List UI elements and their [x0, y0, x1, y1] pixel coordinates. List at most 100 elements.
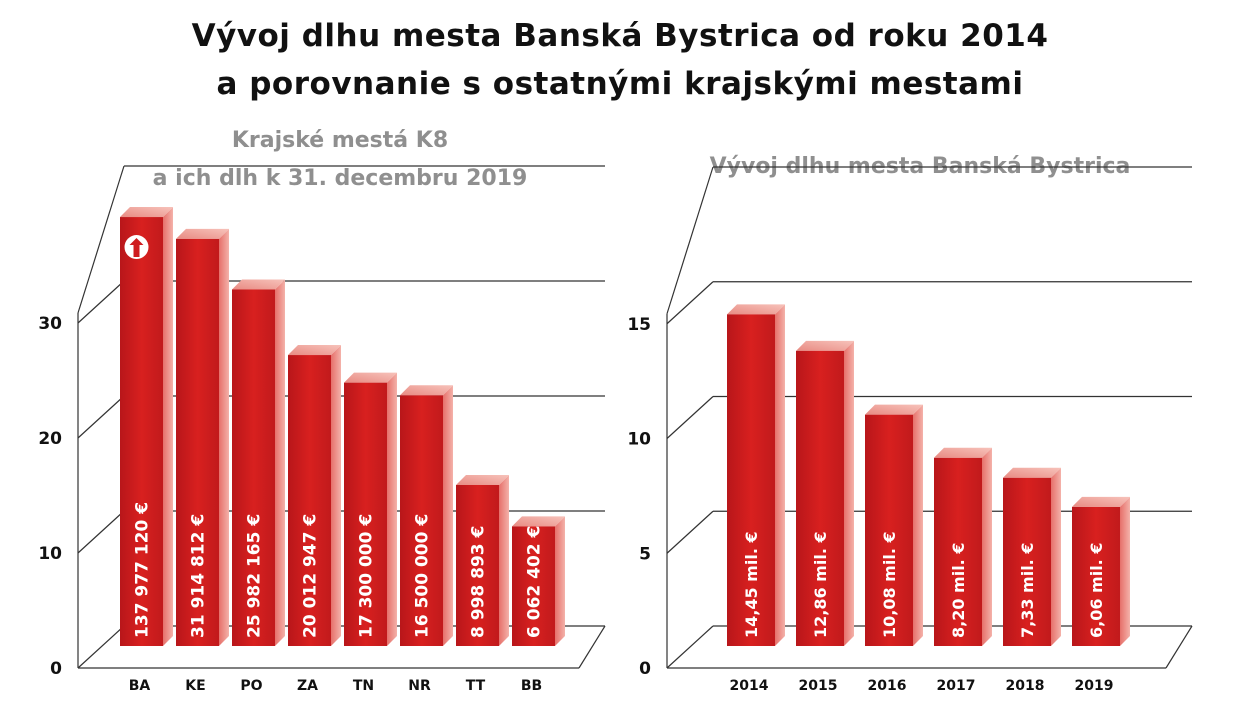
left-bar-top — [232, 279, 285, 290]
left-bar-front — [400, 395, 443, 646]
left-bar-value-label: 20 012 947 € — [301, 514, 321, 638]
right-bar-top — [796, 340, 854, 351]
left-floor-right-line — [578, 625, 606, 669]
right-bar-top — [727, 304, 785, 315]
left-gridline-top-diag — [77, 165, 125, 314]
left-bar-value-label: 25 982 165 € — [245, 514, 265, 638]
right-ytick-label: 15 — [627, 315, 651, 335]
right-bar-side — [1120, 496, 1130, 646]
right-bar-side — [1051, 467, 1061, 646]
right-bar-value-label: 12,86 mil. € — [811, 531, 830, 638]
up-arrow-circle-icon-arrow — [129, 238, 144, 258]
left-gridline-diag-3 — [77, 280, 125, 324]
left-bar-front — [456, 485, 499, 646]
left-category-label: NR — [408, 678, 431, 694]
right-bar-value-label: 6,06 mil. € — [1087, 543, 1106, 638]
left-bar-front — [232, 289, 275, 646]
right-bar-top — [1072, 496, 1130, 507]
right-ytick-label: 5 — [639, 544, 651, 564]
left-category-label: TN — [353, 678, 374, 694]
left-bar-side — [443, 385, 453, 646]
right-gridline-diag-1 — [666, 510, 714, 554]
left-chart: 0 10 20 30 137 977 120 € BA 31 914 812 € KE 25 9… — [38, 165, 606, 694]
right-ytick-label: 0 — [639, 659, 651, 679]
right-bar: 14,45 mil. € — [727, 304, 785, 646]
left-ytick-label: 0 — [50, 659, 62, 679]
left-bar-front — [176, 238, 219, 646]
left-bar-front — [344, 382, 387, 646]
left-bar: 20 012 947 € — [288, 345, 341, 646]
left-bar-side — [163, 207, 173, 647]
left-bar: 6 062 402 € — [512, 516, 565, 646]
left-ytick-label: 10 — [38, 544, 62, 564]
left-category-label: BB — [521, 678, 542, 694]
right-bar-front — [865, 414, 913, 646]
right-category-label: 2018 — [1006, 678, 1045, 694]
up-arrow-circle-icon — [124, 235, 149, 260]
left-category-label: PO — [240, 678, 262, 694]
left-chart-title-line2: a ich dlh k 31. decembru 2019 — [152, 166, 528, 191]
right-bar-value-label: 7,33 mil. € — [1018, 543, 1037, 638]
left-bar-side — [275, 279, 285, 646]
right-bar-front — [934, 457, 982, 646]
right-ytick-label: 10 — [627, 430, 651, 450]
right-bar: 12,86 mil. € — [796, 340, 854, 646]
right-bar-side — [844, 340, 854, 646]
left-gridline-diag-1 — [77, 510, 125, 554]
left-bar: 16 500 000 € — [400, 385, 453, 646]
left-bar: 17 300 000 € — [344, 372, 397, 646]
left-bar-side — [219, 228, 229, 646]
right-bar-side — [775, 304, 785, 646]
left-gridline-diag-0 — [77, 625, 125, 669]
right-bar: 7,33 mil. € — [1003, 467, 1061, 646]
right-chart: 0 5 10 15 14,45 mil. € 2014 12,86 mil. € 2015 10… — [627, 166, 1193, 694]
right-gridline-diag-0 — [666, 625, 714, 669]
left-category-label: ZA — [297, 678, 318, 694]
left-category-label: TT — [466, 678, 486, 694]
right-bar-top — [865, 404, 923, 415]
left-bar-top — [176, 228, 229, 239]
left-ytick-label: 20 — [38, 429, 62, 449]
left-bar-value-label: 8 998 893 € — [469, 526, 489, 638]
left-bar: 8 998 893 € — [456, 475, 509, 646]
left-bar-top — [512, 516, 565, 527]
left-bar: 25 982 165 € — [232, 279, 285, 646]
left-bar-top — [120, 207, 173, 218]
right-bar-side — [982, 447, 992, 646]
left-bar-side — [387, 372, 397, 646]
right-gridline-top-diag — [666, 166, 714, 314]
left-bar-top — [400, 385, 453, 396]
right-bar-front — [796, 350, 844, 646]
right-bar-value-label: 10,08 mil. € — [880, 531, 899, 638]
right-bar: 8,20 mil. € — [934, 447, 992, 646]
left-bar-side — [555, 516, 565, 646]
left-bar-top — [344, 372, 397, 383]
left-bar-value-label: 16 500 000 € — [413, 514, 433, 638]
main-title-line2: a porovnanie s ostatnými krajskými mesta… — [216, 66, 1024, 102]
right-bar-front — [1072, 506, 1120, 646]
left-bar-side — [331, 345, 341, 646]
right-bar-front — [727, 314, 775, 646]
right-gridline-diag-2 — [666, 396, 714, 439]
right-gridline-diag-3 — [666, 281, 714, 325]
left-bar-value-label: 6 062 402 € — [525, 526, 545, 638]
left-category-label: BA — [129, 678, 151, 694]
right-category-label: 2016 — [868, 678, 907, 694]
right-bar-value-label: 14,45 mil. € — [742, 531, 761, 638]
left-bar: 31 914 812 € — [176, 228, 229, 646]
left-bar: 137 977 120 € — [120, 207, 173, 647]
left-bar-front — [512, 526, 555, 646]
right-category-label: 2014 — [730, 678, 769, 694]
right-bar-top — [934, 447, 992, 458]
left-bar-front — [120, 217, 163, 647]
left-bar-top — [456, 475, 509, 485]
main-title-line1: Vývoj dlhu mesta Banská Bystrica od roku… — [191, 18, 1049, 54]
right-category-label: 2019 — [1075, 678, 1114, 694]
left-bar-value-label: 17 300 000 € — [357, 514, 377, 638]
left-bar-value-label: 31 914 812 € — [189, 514, 209, 638]
right-category-label: 2015 — [799, 678, 838, 694]
right-bar: 6,06 mil. € — [1072, 496, 1130, 646]
right-bar-side — [913, 404, 923, 646]
right-bar-value-label: 8,20 mil. € — [949, 543, 968, 638]
